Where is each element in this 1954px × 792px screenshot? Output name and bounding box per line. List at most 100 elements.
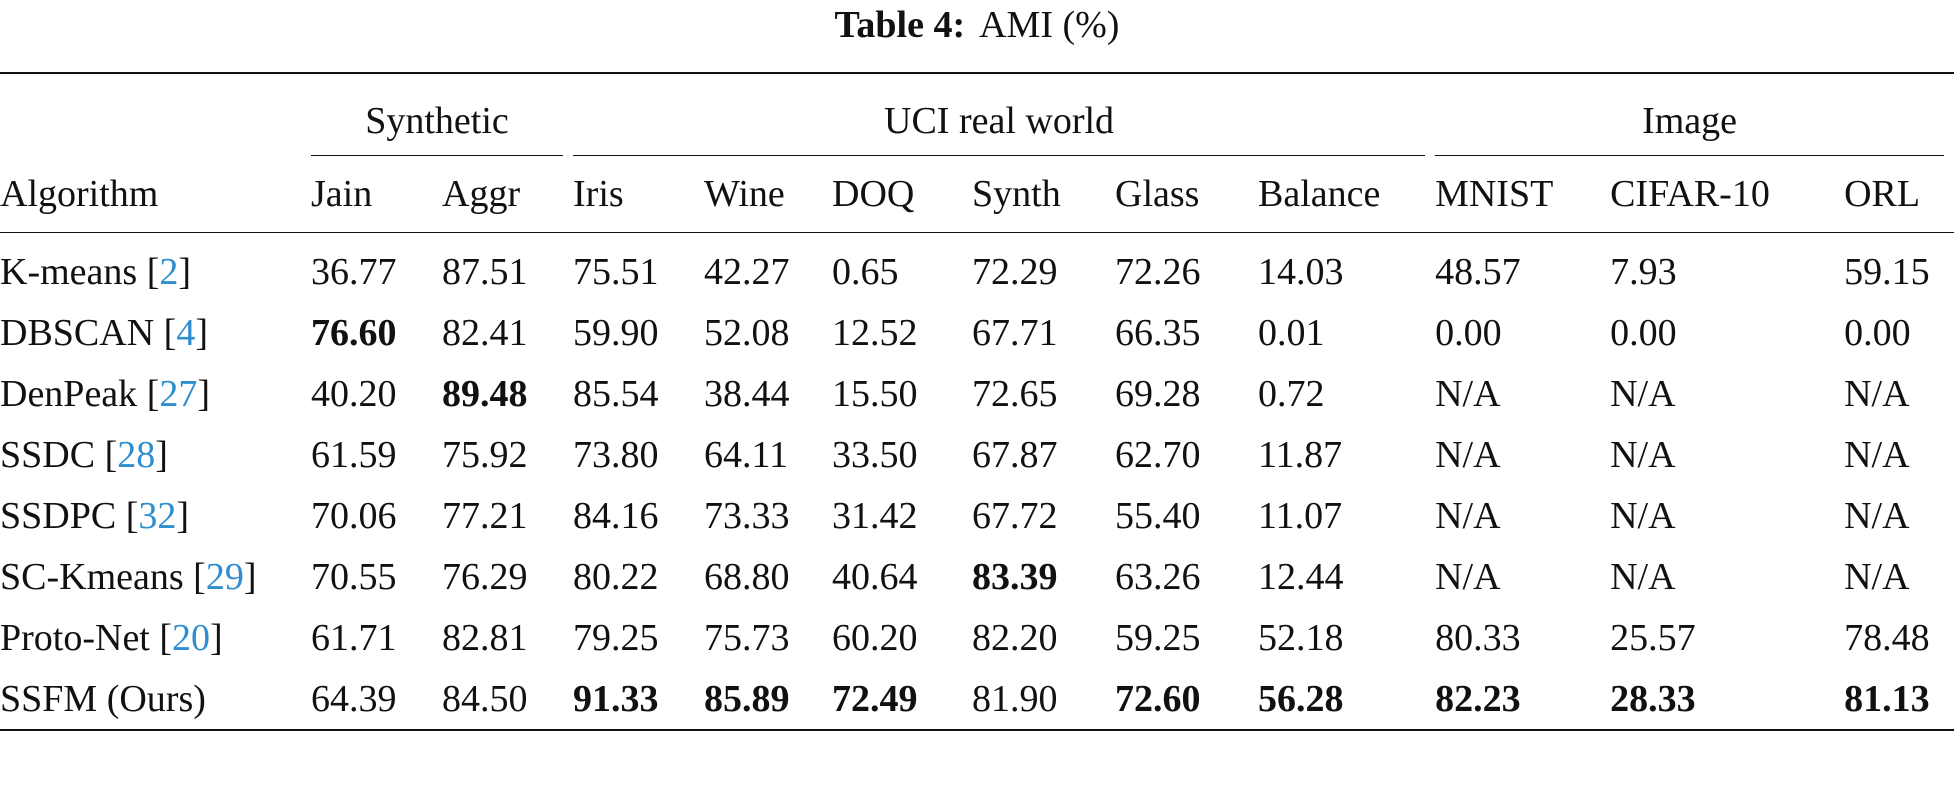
value-cell: 40.64 — [832, 555, 918, 598]
value-cell: N/A — [1844, 555, 1910, 598]
value-cell: 70.06 — [311, 494, 397, 537]
table-row: DenPeak [27] 40.20 89.48 85.54 38.44 15.50 72.… — [0, 363, 1954, 424]
table-row: SSDPC [32] 70.06 77.21 84.16 73.33 31.42 67.72… — [0, 485, 1954, 546]
value-cell: 75.73 — [704, 616, 790, 659]
value-cell: 76.60 — [311, 311, 397, 354]
value-cell: 62.70 — [1115, 433, 1201, 476]
table-row: Proto-Net [20] 61.71 82.81 79.25 75.73 60.20 8… — [0, 607, 1954, 668]
value-cell: 75.92 — [442, 433, 528, 476]
value-cell: 63.26 — [1115, 555, 1201, 598]
value-cell: 38.44 — [704, 372, 790, 415]
cite-bracket: [ — [104, 433, 118, 476]
value-cell: 81.90 — [972, 677, 1058, 720]
citation: 32 — [138, 494, 177, 537]
value-cell: 68.80 — [704, 555, 790, 598]
value-cell: 64.11 — [704, 433, 789, 476]
algorithm-cell: DenPeak [27] — [0, 363, 311, 424]
value-cell: 52.08 — [704, 311, 790, 354]
value-cell: N/A — [1435, 372, 1501, 415]
empty-cell — [0, 73, 311, 156]
value-cell: N/A — [1610, 555, 1676, 598]
value-cell: 84.50 — [442, 677, 528, 720]
cite-bracket: [ — [146, 250, 160, 293]
algorithm-name: SSDPC — [0, 494, 117, 537]
title-label: Table 4: — [834, 4, 966, 46]
value-cell: 72.29 — [972, 250, 1058, 293]
column-header: ORL — [1844, 156, 1954, 233]
header-row: Algorithm Jain Aggr Iris Wine DOQ Synth Glass Ba… — [0, 156, 1954, 233]
value-cell: 0.01 — [1258, 311, 1325, 354]
group-cell: UCI real world — [573, 73, 1435, 156]
algorithm-name: SSDC — [0, 433, 96, 476]
algorithm-name: K-means — [0, 250, 138, 293]
value-cell: 12.44 — [1258, 555, 1344, 598]
value-cell: 75.51 — [573, 250, 659, 293]
value-cell: 59.15 — [1844, 250, 1930, 293]
column-header: Jain — [311, 156, 442, 233]
value-cell: N/A — [1844, 372, 1910, 415]
algorithm-cell: SSDPC [32] — [0, 485, 311, 546]
value-cell: 73.80 — [573, 433, 659, 476]
algorithm-cell: SC-Kmeans [29] — [0, 546, 311, 607]
algorithm-cell: DBSCAN [4] — [0, 302, 311, 363]
value-cell: 11.87 — [1258, 433, 1343, 476]
group-header: Image — [1435, 99, 1945, 156]
algorithm-name: SSFM (Ours) — [0, 677, 206, 720]
citation: 4 — [176, 311, 196, 354]
value-cell: 80.33 — [1435, 616, 1521, 659]
group-row: Synthetic UCI real world Image — [0, 73, 1954, 156]
column-header: Glass — [1115, 156, 1259, 233]
cite-bracket: ] — [155, 433, 168, 476]
value-cell: 48.57 — [1435, 250, 1521, 293]
column-header: Synth — [972, 156, 1116, 233]
algorithm-cell: SSFM (Ours) — [0, 668, 311, 730]
table: Synthetic UCI real world Image Algorithm Jai… — [0, 72, 1954, 731]
column-header: MNIST — [1435, 156, 1611, 233]
value-cell: N/A — [1610, 433, 1676, 476]
value-cell: 73.33 — [704, 494, 790, 537]
group-cell: Synthetic — [311, 73, 573, 156]
value-cell: 89.48 — [442, 372, 528, 415]
column-header: Iris — [573, 156, 705, 233]
value-cell: 82.23 — [1435, 677, 1521, 720]
citation: 2 — [159, 250, 179, 293]
table-row: SC-Kmeans [29] 70.55 76.29 80.22 68.80 40.64 8… — [0, 546, 1954, 607]
value-cell: 25.57 — [1610, 616, 1696, 659]
algorithm-name: Proto-Net — [0, 616, 150, 659]
value-cell: 70.55 — [311, 555, 397, 598]
value-cell: 67.87 — [972, 433, 1058, 476]
value-cell: 0.00 — [1435, 311, 1502, 354]
cite-bracket: [ — [146, 372, 160, 415]
value-cell: N/A — [1435, 433, 1501, 476]
value-cell: 31.42 — [832, 494, 918, 537]
value-cell: 72.65 — [972, 372, 1058, 415]
column-header: DOQ — [832, 156, 973, 233]
citation: 20 — [172, 616, 211, 659]
value-cell: 59.90 — [573, 311, 659, 354]
column-header: CIFAR-10 — [1610, 156, 1845, 233]
citation: 28 — [117, 433, 156, 476]
value-cell: 33.50 — [832, 433, 918, 476]
value-cell: N/A — [1435, 555, 1501, 598]
value-cell: 0.65 — [832, 250, 899, 293]
cite-bracket: ] — [195, 311, 208, 354]
value-cell: 78.48 — [1844, 616, 1930, 659]
table-body: Synthetic UCI real world Image Algorithm Jai… — [0, 73, 1954, 730]
value-cell: 7.93 — [1610, 250, 1677, 293]
value-cell: 82.20 — [972, 616, 1058, 659]
group-cell: Image — [1435, 73, 1954, 156]
cite-bracket: ] — [210, 616, 223, 659]
table-row: K-means [2] 36.77 87.51 75.51 42.27 0.65 72.29… — [0, 233, 1954, 303]
value-cell: 69.28 — [1115, 372, 1201, 415]
value-cell: 61.71 — [311, 616, 397, 659]
value-cell: 84.16 — [573, 494, 659, 537]
cite-bracket: [ — [193, 555, 206, 598]
value-cell: 60.20 — [832, 616, 918, 659]
value-cell: 15.50 — [832, 372, 918, 415]
cite-bracket: ] — [243, 555, 257, 598]
column-header: Wine — [704, 156, 833, 233]
value-cell: 56.28 — [1258, 677, 1344, 720]
table-row: SSFM (Ours) 64.39 84.50 91.33 85.89 72.49 81.9… — [0, 668, 1954, 730]
value-cell: N/A — [1610, 372, 1676, 415]
column-header: Algorithm — [0, 156, 311, 233]
